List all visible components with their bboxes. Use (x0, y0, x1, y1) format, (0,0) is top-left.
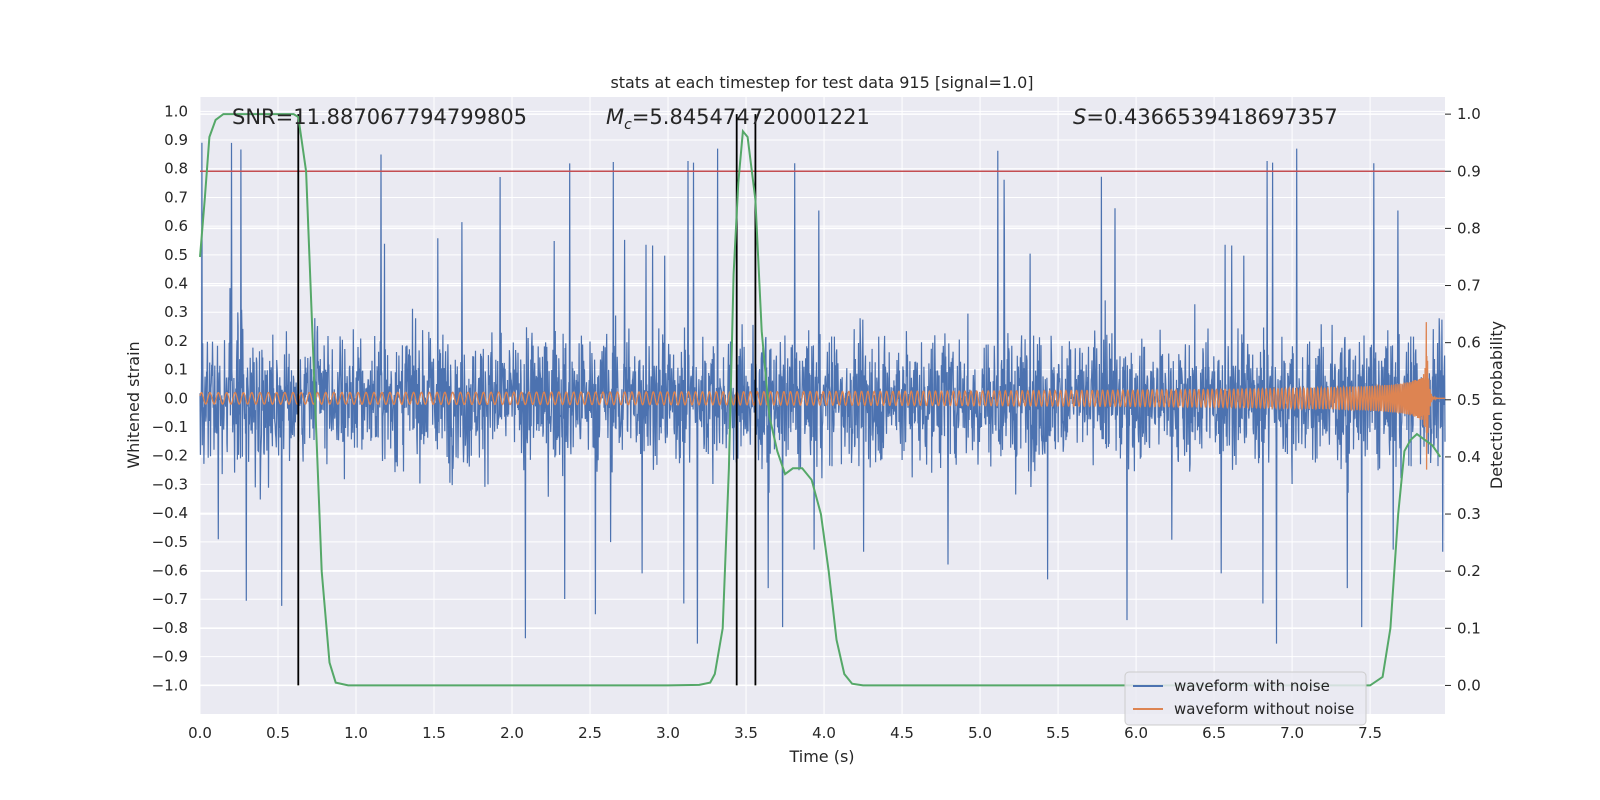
x-tick-label: 3.5 (734, 724, 758, 742)
y-tick-label-left: 0.0 (164, 389, 188, 407)
y-tick-label-right: 1.0 (1457, 105, 1481, 123)
y-tick-label-left: −0.7 (152, 590, 188, 608)
x-tick-label: 5.5 (1046, 724, 1070, 742)
s-value: =0.4366539418697357 (1086, 105, 1337, 129)
x-tick-label: 0.0 (188, 724, 212, 742)
y-tick-label-left: −0.3 (152, 475, 188, 493)
x-tick-label: 4.5 (890, 724, 914, 742)
y-tick-label-right: 0.3 (1457, 505, 1481, 523)
y-tick-label-left: −0.9 (152, 648, 188, 666)
chirp-mass-annotation: Mc=5.845474720001221 (606, 105, 870, 133)
x-tick-label: 5.0 (968, 724, 992, 742)
plot-area (199, 142, 1446, 644)
y-tick-label-left: 0.2 (164, 332, 188, 350)
chart-title: stats at each timestep for test data 915… (610, 73, 1033, 92)
legend-box (1124, 671, 1367, 726)
s-symbol: S (1073, 105, 1086, 129)
y-tick-label-left: −0.1 (152, 418, 188, 436)
waveform-with-noise-line (199, 142, 1446, 644)
y-axis-label-left: Whitened strain (124, 341, 143, 468)
snr-annotation: SNR=11.887067794799805 (232, 105, 527, 129)
y-tick-label-left: −0.2 (152, 447, 188, 465)
s-annotation: S=0.4366539418697357 (1073, 105, 1338, 129)
y-tick-label-left: 0.5 (164, 246, 188, 264)
y-tick-label-left: 0.9 (164, 131, 188, 149)
y-tick-label-left: −1.0 (152, 676, 188, 694)
x-tick-label: 1.0 (344, 724, 368, 742)
y-tick-label-left: 0.8 (164, 160, 188, 178)
x-tick-label: 2.5 (578, 724, 602, 742)
x-tick-label: 1.5 (422, 724, 446, 742)
y-tick-label-right: 0.6 (1457, 334, 1481, 352)
y-tick-label-left: −0.5 (152, 533, 188, 551)
y-tick-label-right: 0.9 (1457, 162, 1481, 180)
x-tick-label: 4.0 (812, 724, 836, 742)
y-tick-label-right: 0.2 (1457, 562, 1481, 580)
y-tick-label-left: 0.3 (164, 303, 188, 321)
chirp-mass-subscript: c (624, 117, 632, 133)
x-tick-label: 3.0 (656, 724, 680, 742)
y-tick-label-left: 0.4 (164, 275, 188, 293)
x-tick-label: 7.0 (1280, 724, 1304, 742)
y-tick-label-left: −0.4 (152, 504, 188, 522)
y-tick-label-right: 0.4 (1457, 448, 1481, 466)
y-tick-label-left: 0.1 (164, 361, 188, 379)
chirp-mass-value: =5.845474720001221 (632, 105, 870, 129)
y-tick-label-right: 0.8 (1457, 219, 1481, 237)
x-tick-label: 6.0 (1124, 724, 1148, 742)
y-tick-label-right: 0.0 (1457, 676, 1481, 694)
y-tick-label-left: 1.0 (164, 102, 188, 120)
x-tick-label: 6.5 (1202, 724, 1226, 742)
legend: waveform with noise waveform without noi… (1124, 671, 1367, 726)
waveform-without-noise-line (199, 322, 1445, 470)
legend-label-noise: waveform with noise (1174, 677, 1330, 695)
x-tick-label: 2.0 (500, 724, 524, 742)
y-tick-label-right: 0.1 (1457, 619, 1481, 637)
chirp-mass-symbol: M (606, 105, 624, 129)
ticks: 0.0 0.5 1.0 1.5 2.0 2.5 3.0 3.5 4.0 4.5 5.0 5.5 6.0 6… (152, 102, 1481, 742)
x-tick-label: 7.5 (1358, 724, 1382, 742)
y-tick-label-left: 0.6 (164, 217, 188, 235)
x-axis-label: Time (s) (788, 747, 854, 766)
x-tick-label: 0.5 (266, 724, 290, 742)
y-tick-label-left: −0.8 (152, 619, 188, 637)
y-tick-label-right: 0.7 (1457, 277, 1481, 295)
legend-label-clean: waveform without noise (1174, 700, 1354, 718)
y-tick-label-left: 0.7 (164, 188, 188, 206)
y-axis-label-right: Detection probability (1487, 321, 1506, 489)
y-tick-label-left: −0.6 (152, 562, 188, 580)
y-tick-label-right: 0.5 (1457, 391, 1481, 409)
